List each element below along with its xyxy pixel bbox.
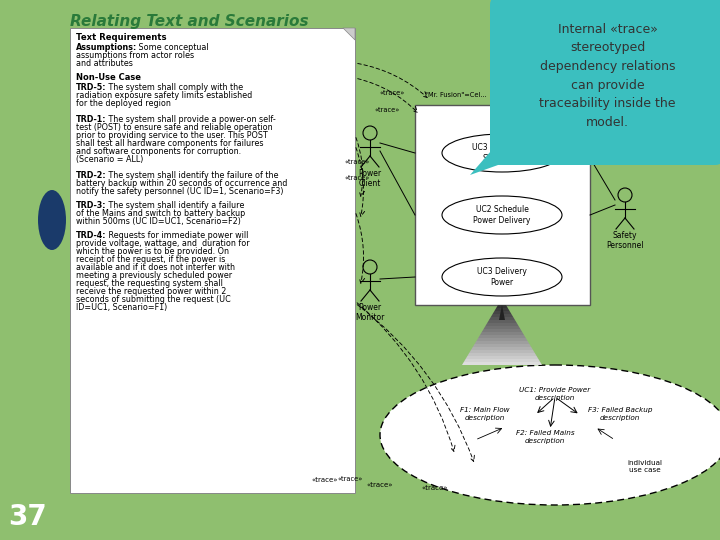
Text: Text Requirements: Text Requirements <box>76 33 166 42</box>
Polygon shape <box>487 320 517 323</box>
Text: Some conceptual: Some conceptual <box>136 43 209 52</box>
Polygon shape <box>499 305 505 320</box>
Text: "Mr. Fusion"=Cel...: "Mr. Fusion"=Cel... <box>425 92 487 98</box>
FancyBboxPatch shape <box>70 28 355 493</box>
Text: individual
use case: individual use case <box>628 460 662 473</box>
Text: description: description <box>465 415 505 421</box>
Ellipse shape <box>442 196 562 234</box>
Text: which the power is to be provided. On: which the power is to be provided. On <box>76 247 229 256</box>
Text: TRD-5:: TRD-5: <box>76 83 107 92</box>
Text: meeting a previously scheduled power: meeting a previously scheduled power <box>76 271 232 280</box>
Text: Requests for immediate power will: Requests for immediate power will <box>106 231 248 240</box>
Polygon shape <box>470 135 540 175</box>
Text: Assumptions:: Assumptions: <box>76 43 138 52</box>
Text: shall test all hardware components for failures: shall test all hardware components for f… <box>76 139 264 148</box>
Text: battery backup within 20 seconds of occurrence and: battery backup within 20 seconds of occu… <box>76 179 287 188</box>
Polygon shape <box>474 341 529 344</box>
Polygon shape <box>477 338 528 341</box>
Polygon shape <box>467 353 536 356</box>
FancyBboxPatch shape <box>3 498 55 535</box>
Text: UC1: Provide Power: UC1: Provide Power <box>519 387 590 393</box>
Text: prior to providing service to the user. This POST: prior to providing service to the user. … <box>76 131 268 140</box>
Polygon shape <box>482 329 522 332</box>
Ellipse shape <box>442 258 562 296</box>
Polygon shape <box>485 323 518 326</box>
Text: «trace»: «trace» <box>312 477 338 483</box>
Polygon shape <box>478 335 526 338</box>
Text: The system shall provide a power-on self-: The system shall provide a power-on self… <box>106 115 276 124</box>
Text: radiation exposure safety limits established: radiation exposure safety limits establi… <box>76 91 252 100</box>
Polygon shape <box>492 311 511 314</box>
Ellipse shape <box>442 134 562 172</box>
Polygon shape <box>495 308 510 311</box>
Polygon shape <box>462 362 542 365</box>
Text: «trace»: «trace» <box>337 476 363 482</box>
Text: for the deployed region: for the deployed region <box>76 99 171 108</box>
Text: The system shall comply with the: The system shall comply with the <box>106 83 243 92</box>
Text: (Scenario = ALL): (Scenario = ALL) <box>76 155 143 164</box>
Text: Non-Use Case: Non-Use Case <box>76 73 141 82</box>
Text: and attributes: and attributes <box>76 59 133 68</box>
Polygon shape <box>471 347 533 350</box>
Text: 37: 37 <box>9 503 48 531</box>
Text: The system shall identify a failure: The system shall identify a failure <box>106 201 244 210</box>
FancyBboxPatch shape <box>490 0 720 165</box>
Polygon shape <box>466 356 539 359</box>
Polygon shape <box>484 326 521 329</box>
Text: «trace»: «trace» <box>379 90 405 96</box>
Polygon shape <box>469 350 535 353</box>
Text: and software components for corruption.: and software components for corruption. <box>76 147 241 156</box>
Text: «trace»: «trace» <box>374 107 400 113</box>
Text: Internal «trace»
stereotyped
dependency relations
can provide
traceability insid: Internal «trace» stereotyped dependency … <box>539 23 676 129</box>
Text: assumptions from actor roles: assumptions from actor roles <box>76 51 194 60</box>
Text: TRD-1:: TRD-1: <box>76 115 107 124</box>
Text: notify the safety personnel (UC ID=1, Scenario=F3): notify the safety personnel (UC ID=1, Sc… <box>76 187 284 196</box>
Text: «trace»: «trace» <box>422 485 449 491</box>
Text: of the Mains and switch to battery backup: of the Mains and switch to battery backu… <box>76 209 246 218</box>
Text: The system shall identify the failure of the: The system shall identify the failure of… <box>106 171 279 180</box>
Text: TRD-4:: TRD-4: <box>76 231 107 240</box>
Ellipse shape <box>380 365 720 505</box>
Polygon shape <box>473 344 531 347</box>
Polygon shape <box>489 317 515 320</box>
Text: Relating Text and Scenarios: Relating Text and Scenarios <box>70 14 309 29</box>
Text: F2: Failed Mains: F2: Failed Mains <box>516 430 575 436</box>
Text: available and if it does not interfer with: available and if it does not interfer wi… <box>76 263 235 272</box>
Text: TRD-2:: TRD-2: <box>76 171 107 180</box>
Ellipse shape <box>38 190 66 250</box>
Polygon shape <box>480 332 524 335</box>
Text: UC3 Emergency
Shutdown: UC3 Emergency Shutdown <box>472 143 532 163</box>
Text: provide voltage, wattage, and  duration for: provide voltage, wattage, and duration f… <box>76 239 250 248</box>
Text: Power
Monitor: Power Monitor <box>355 303 384 322</box>
Polygon shape <box>496 305 508 308</box>
Text: request, the requesting system shall: request, the requesting system shall <box>76 279 223 288</box>
Text: description: description <box>525 438 565 444</box>
Text: «trace»: «trace» <box>345 174 370 180</box>
Text: test (POST) to ensure safe and reliable operation: test (POST) to ensure safe and reliable … <box>76 123 273 132</box>
Text: UC3 Delivery
Power: UC3 Delivery Power <box>477 267 527 287</box>
Text: receipt of the request, if the power is: receipt of the request, if the power is <box>76 255 225 264</box>
Text: «trace»: «trace» <box>366 482 393 488</box>
Text: TRD-3:: TRD-3: <box>76 201 107 210</box>
Text: Power
Client: Power Client <box>359 169 382 188</box>
Text: description: description <box>535 395 575 401</box>
FancyBboxPatch shape <box>415 105 590 305</box>
Text: F1: Main Flow: F1: Main Flow <box>460 407 510 413</box>
Text: Safety
Personnel: Safety Personnel <box>606 231 644 251</box>
Polygon shape <box>464 359 540 362</box>
Text: receive the requested power within 2: receive the requested power within 2 <box>76 287 226 296</box>
Text: within 500ms (UC ID=UC1, Scenario=F2): within 500ms (UC ID=UC1, Scenario=F2) <box>76 217 241 226</box>
Polygon shape <box>491 314 513 317</box>
Text: «trace»: «trace» <box>345 159 370 165</box>
Text: description: description <box>600 415 640 421</box>
Text: ID=UC1, Scenario=F1): ID=UC1, Scenario=F1) <box>76 303 167 312</box>
Text: F3: Failed Backup: F3: Failed Backup <box>588 407 652 413</box>
Text: seconds of submitting the request (UC: seconds of submitting the request (UC <box>76 295 230 304</box>
Polygon shape <box>343 28 355 40</box>
Text: UC2 Schedule
Power Delivery: UC2 Schedule Power Delivery <box>473 205 531 225</box>
